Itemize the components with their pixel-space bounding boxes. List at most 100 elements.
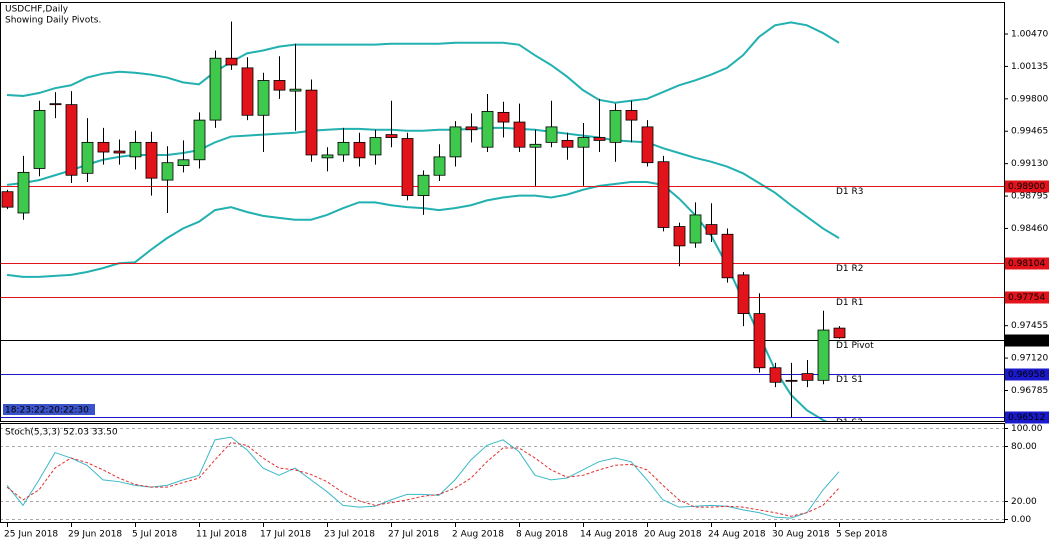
candle-body (465, 126, 478, 131)
candle-body (785, 379, 798, 382)
candle-body (241, 67, 254, 116)
candle-body (481, 111, 494, 148)
timer-box (3, 404, 95, 415)
pivot-name: D1 S1 (836, 375, 863, 385)
candle-body (145, 141, 158, 179)
chart-subtitle: Showing Daily Pivots. (5, 16, 101, 26)
x-tick-label: 20 Aug 2018 (644, 530, 702, 540)
candle-body (1, 191, 14, 208)
pivot-price-tag (1005, 257, 1049, 270)
x-tick-label: 8 Aug 2018 (516, 530, 568, 540)
candle-body (753, 313, 766, 369)
y-tick-label: 0.97455 (1011, 321, 1048, 331)
main-plot: D1 R3 D1 R2 D1 R1 D1 Pivot D1 S1 D1 S2 18:23:2… (1, 21, 1004, 428)
pivot-price-label: 0.98900 (1008, 182, 1045, 192)
candle-body (401, 138, 414, 196)
x-tick-label: 11 Jul 2018 (196, 530, 247, 540)
pivot-price-tag (1005, 334, 1049, 347)
candle-body (17, 171, 30, 214)
x-tick-label: 25 Jun 2018 (4, 530, 58, 540)
pivot-price-label: 0.98104 (1008, 259, 1045, 269)
stoch-plot (1, 428, 1004, 520)
candle-body (369, 137, 382, 156)
y-tick-label: 0.96785 (1011, 386, 1048, 396)
pivot-price-tag (1005, 411, 1049, 424)
pivot-name: D1 R3 (836, 187, 864, 197)
pivot-price-label: 0.97308 (1008, 336, 1045, 346)
candle-body (657, 161, 670, 228)
candle-body (225, 57, 238, 66)
candle-body (689, 214, 702, 244)
pivot-name: D1 R1 (836, 298, 864, 308)
candle-body (561, 140, 574, 148)
candle-body (353, 141, 366, 159)
candle-body (577, 137, 590, 148)
pivot-price-label: 0.96512 (1008, 413, 1045, 423)
x-tick-label: 2 Aug 2018 (452, 530, 504, 540)
stoch-panel-frame (0, 423, 1005, 523)
candle-body (385, 134, 398, 138)
candle-body (209, 57, 222, 121)
pivot-price-tag (1005, 368, 1049, 381)
y-tick-label: 0.97120 (1011, 354, 1048, 364)
candle-body (49, 103, 62, 106)
candle-body (529, 143, 542, 148)
pivot-name: D1 Pivot (836, 341, 874, 351)
candle-body (321, 154, 334, 159)
candle-body (289, 88, 302, 92)
candle-body (801, 373, 814, 381)
candle-body (305, 89, 318, 156)
y-tick-label: 0.98460 (1011, 224, 1048, 234)
candle-body (705, 224, 718, 235)
y-tick-label: 100.00 (1011, 424, 1043, 434)
candle-body (737, 274, 750, 314)
candle-body (721, 233, 734, 279)
axes: 0.98900 0.98104 0.97754 0.97308 0.96958 0.965… (4, 30, 1049, 540)
band-line (6, 21, 840, 104)
chart-title: USDCHF,Daily (5, 5, 69, 15)
candle-body (817, 329, 830, 381)
x-tick-label: 27 Jul 2018 (388, 530, 439, 540)
candle-body (81, 141, 94, 174)
pivot-name: D1 R2 (836, 264, 864, 274)
candle-body (593, 137, 606, 141)
candle-body (673, 226, 686, 247)
y-tick-label: 1.00470 (1011, 30, 1048, 40)
candle-body (545, 126, 558, 143)
candle-body (433, 156, 446, 176)
stoch-title: Stoch(5,3,3) 52.03 33.50 (5, 428, 118, 438)
candle-body (641, 126, 654, 164)
x-tick-label: 17 Jul 2018 (260, 530, 311, 540)
stoch-line (6, 436, 840, 519)
x-tick-label: 14 Aug 2018 (580, 530, 638, 540)
y-tick-label: 0.99800 (1011, 94, 1048, 104)
timer-text: 18:23:22:20:22:30 (5, 406, 89, 416)
candle-body (337, 141, 350, 156)
pivot-price-label: 0.97754 (1008, 293, 1045, 303)
y-tick-label: 0.99465 (1011, 127, 1048, 137)
candle-body (193, 119, 206, 161)
candle-body (769, 367, 782, 383)
pivot-name: D1 S2 (836, 418, 863, 428)
y-tick-label: 80.00 (1011, 442, 1037, 452)
candle-body (177, 159, 190, 166)
x-tick-label: 30 Aug 2018 (772, 530, 830, 540)
candle-body (33, 110, 46, 169)
candle-body (161, 162, 174, 181)
candle-body (129, 141, 142, 158)
candle-body (449, 126, 462, 158)
candle-body (625, 110, 638, 121)
candle-body (65, 104, 78, 176)
pivot-price-label: 0.96958 (1008, 370, 1045, 380)
candle-body (609, 110, 622, 143)
candle-body (497, 111, 510, 123)
y-tick-label: 0.99130 (1011, 159, 1048, 169)
candle-body (417, 174, 430, 196)
x-tick-label: 5 Jul 2018 (132, 530, 177, 540)
x-tick-label: 24 Aug 2018 (708, 530, 766, 540)
y-tick-label: 0.98795 (1011, 192, 1048, 202)
candle-body (257, 80, 270, 116)
x-tick-label: 29 Jun 2018 (68, 530, 122, 540)
